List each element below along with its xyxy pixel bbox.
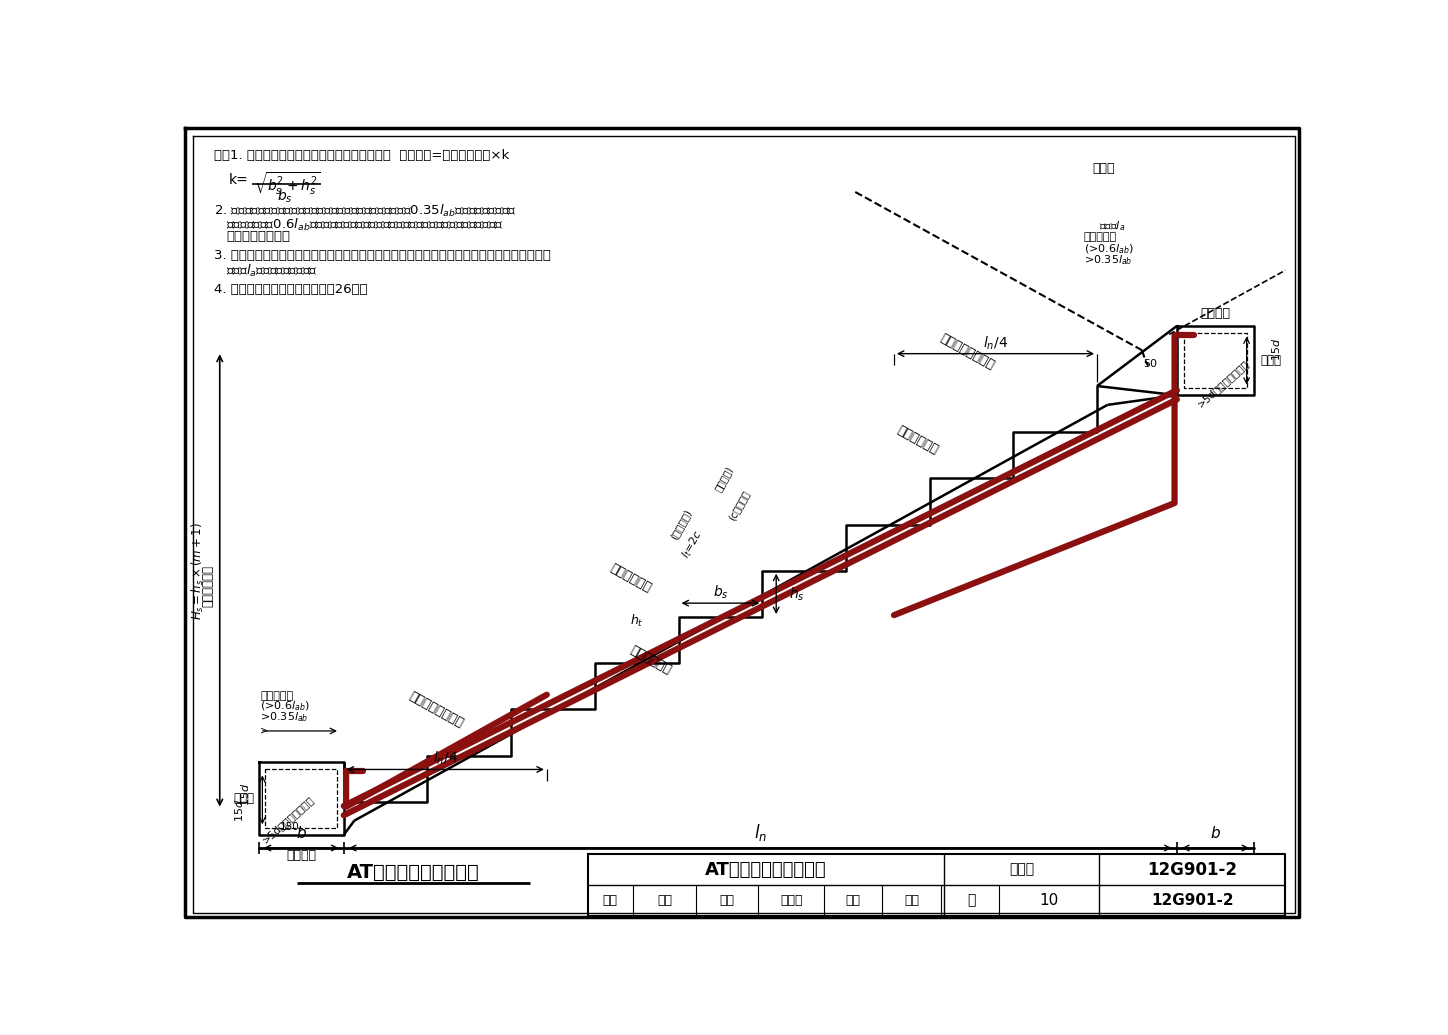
Text: 护层厚度): 护层厚度) [712,464,734,493]
Text: 冯海悦: 冯海悦 [780,894,802,907]
Text: 梯板支座上部纵筋: 梯板支座上部纵筋 [938,331,998,372]
Text: 设计: 设计 [846,894,860,907]
Text: >5d且伸至梁中心线: >5d且伸至梁中心线 [261,794,316,846]
Text: $l_n$: $l_n$ [754,822,767,844]
Text: $b_s$: $b_s$ [277,187,292,205]
Text: $h_s$: $h_s$ [789,585,804,602]
Text: (>0.6$l_{ab}$): (>0.6$l_{ab}$) [1085,242,1134,256]
Text: 况，括号内数据0.6$l_{ab}$用于设计考虑充分发挥钉筋抗拉强度的情况，具体工程中设计应指: 况，括号内数据0.6$l_{ab}$用于设计考虑充分发挥钉筋抗拉强度的情况，具体… [226,216,504,233]
Text: 图集号: 图集号 [1009,862,1034,877]
Text: 明采用何种情况。: 明采用何种情况。 [226,231,290,243]
Text: 梯板分布钢筋: 梯板分布钢筋 [895,423,940,456]
Text: 注：1. 梯板踏步段内斜放钉筋长度的计算方法：  钉筋斜长=水平投影长度×k: 注：1. 梯板踏步段内斜放钉筋长度的计算方法： 钉筋斜长=水平投影长度×k [213,149,508,161]
Text: (配筋范围): (配筋范围) [669,508,694,541]
Text: 15$d$: 15$d$ [239,782,251,806]
Text: 2. 上部纵筋需伸至支座对边再向下弯折。图中上部纵筋锁固长度0.35$l_{ab}$用于设计按铰接的情: 2. 上部纵筋需伸至支座对边再向下弯折。图中上部纵筋锁固长度0.35$l_{ab… [213,203,517,218]
Text: 页: 页 [967,893,976,908]
Text: 或直锚$l_a$: 或直锚$l_a$ [1099,219,1125,233]
Text: (>0.6$l_{ab}$): (>0.6$l_{ab}$) [261,700,310,713]
Text: 刘敏: 刘敏 [904,894,919,907]
Text: 3. 有条件时上部纵筋宜直接伸入平台板内锁固或与平台钉筋合并，从支座内边算起总锁固长度: 3. 有条件时上部纵筋宜直接伸入平台板内锁固或与平台钉筋合并，从支座内边算起总锁… [213,249,550,262]
Text: $b_s$: $b_s$ [712,584,728,601]
Text: 50: 50 [1142,359,1157,369]
Text: 15$d$: 15$d$ [233,798,245,822]
Text: $l_n/4$: $l_n/4$ [433,750,458,767]
Text: k=: k= [229,173,249,186]
Text: 梯板下部纵筋: 梯板下部纵筋 [628,643,673,676]
Text: 梁箍筋: 梁箍筋 [1261,354,1281,367]
Text: AT型楼梯梯板钉筋构造: AT型楼梯梯板钉筋构造 [348,863,479,882]
Text: 审核: 审核 [602,894,618,907]
Text: 梯板支座上部纵筋: 梯板支座上部纵筋 [407,690,465,731]
Text: $l_t$=2$c$: $l_t$=2$c$ [679,527,707,561]
Text: >5d且伸至梁中心线: >5d且伸至梁中心线 [1196,358,1251,410]
Text: 12G901-2: 12G901-2 [1151,893,1234,908]
Text: 直锚时: 直锚时 [1092,162,1115,175]
Text: 10: 10 [1040,893,1058,908]
Text: 且伸至梁边: 且伸至梁边 [1085,233,1116,242]
Text: 15$d$: 15$d$ [1270,337,1281,360]
Text: $\sqrt{b_s^2+h_s^2}$: $\sqrt{b_s^2+h_s^2}$ [253,171,320,197]
Text: 不小于$l_a$，如图中虚线所示。: 不小于$l_a$，如图中虚线所示。 [226,263,317,278]
Text: (c为最小保: (c为最小保 [727,489,752,522]
Text: 校对: 校对 [720,894,736,907]
Text: $l_n/4$: $l_n/4$ [983,334,1008,352]
Text: 150: 150 [281,822,300,832]
Text: $b$: $b$ [295,825,307,840]
Text: >: > [261,726,268,736]
Text: 4. 踏步两头高度调整见本图集第26页。: 4. 踏步两头高度调整见本图集第26页。 [213,283,368,296]
Text: 踏步段总高度: 踏步段总高度 [201,565,214,608]
Text: 梯板分布钢筋: 梯板分布钢筋 [608,562,653,595]
Text: 詹道: 詹道 [657,894,672,907]
Text: $H_s=h_s\times(m+1)$: $H_s=h_s\times(m+1)$ [190,522,206,620]
Text: 12G901-2: 12G901-2 [1147,860,1238,879]
Text: >0.35$l_{ab}$: >0.35$l_{ab}$ [261,710,308,724]
Text: 高端梯梁: 高端梯梁 [1200,306,1231,320]
Text: $h_t$: $h_t$ [630,613,643,629]
Text: >0.35$l_{ab}$: >0.35$l_{ab}$ [1085,254,1132,267]
Text: 梁箍筋: 梁箍筋 [233,792,255,805]
Text: 低端梯梁: 低端梯梁 [287,849,316,862]
Text: AT型楼梯梯板钉筋构造: AT型楼梯梯板钉筋构造 [705,860,827,879]
Text: 且伸至梁边: 且伸至梁边 [261,691,292,702]
Text: $b$: $b$ [1211,825,1221,840]
